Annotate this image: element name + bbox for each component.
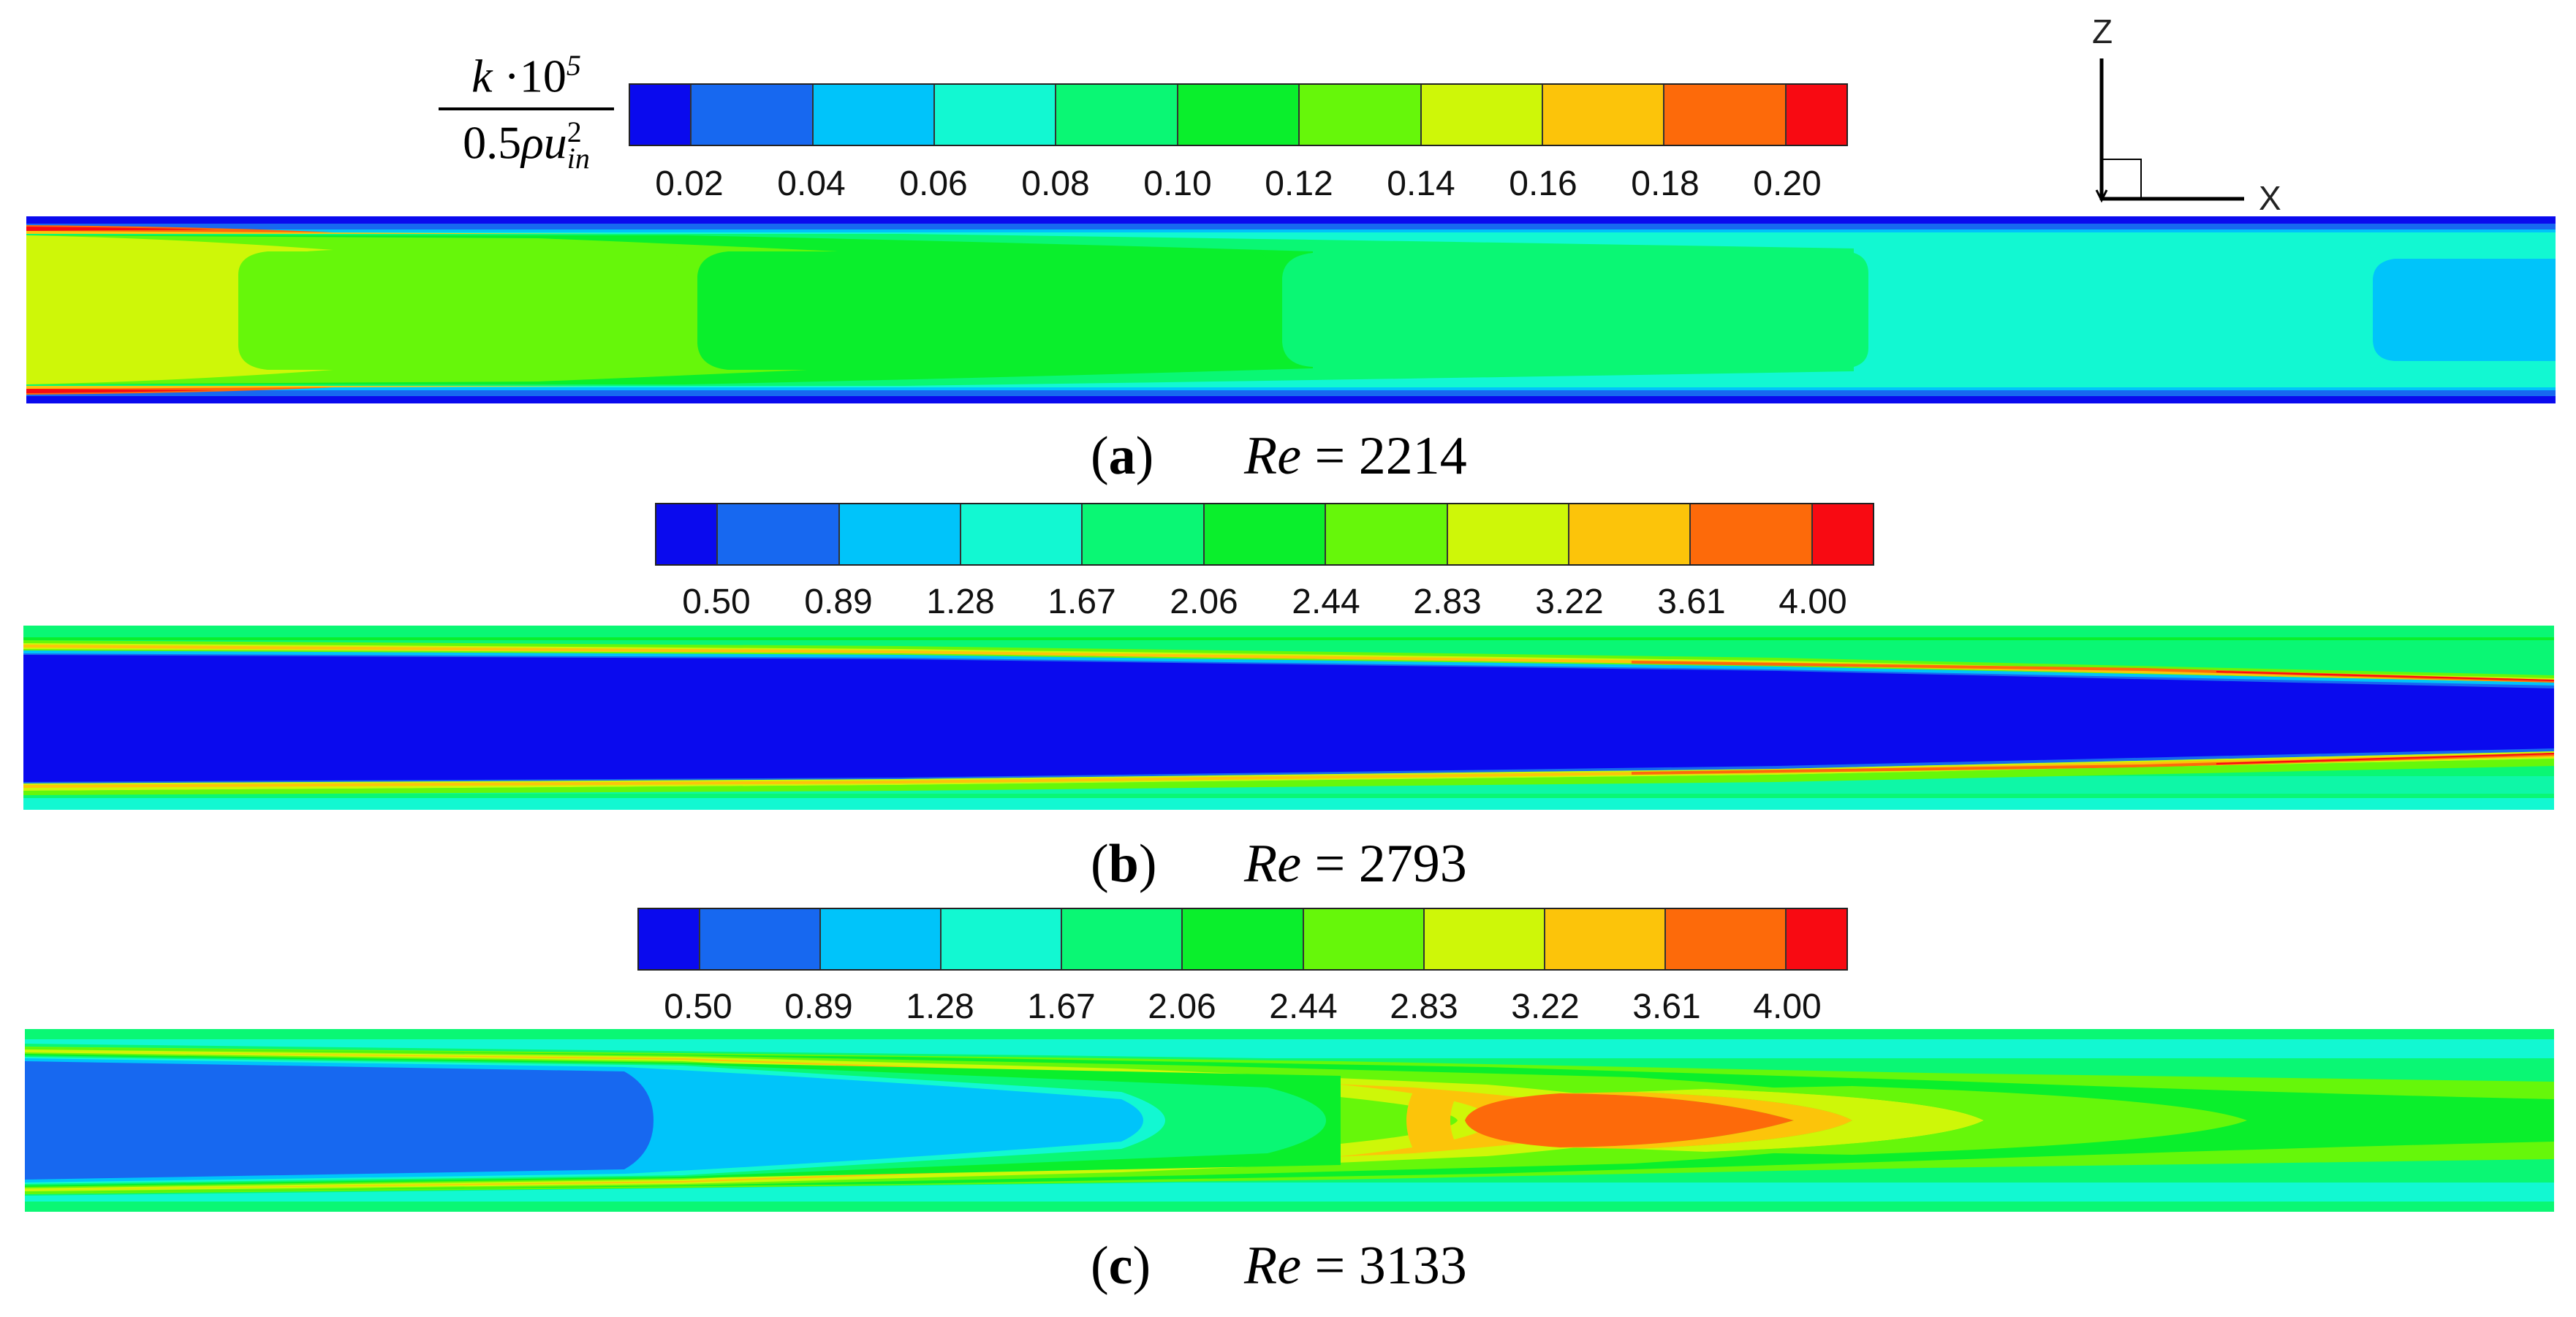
tick-label: 0.02 [655,164,724,203]
colorbar-swatch [1183,909,1304,969]
tick-label: 1.28 [906,987,974,1026]
colorbar-swatch [1062,909,1183,969]
caption-c: (c) Re = 3133 [1091,1236,1467,1296]
contour-plot-a [26,216,2556,403]
tick-label: 3.22 [1511,987,1580,1026]
colorbar-swatch [1812,504,1874,564]
axis-label-z: Z [2092,12,2113,50]
colorbar-swatch [692,85,814,145]
colorbar-a [629,83,1848,146]
tick-label: 0.10 [1143,164,1212,203]
axis-label-x: X [2259,179,2281,217]
tick-label: 2.83 [1390,987,1458,1026]
colorbar-swatch [1691,504,1813,564]
tick-label: 1.28 [926,582,995,621]
colorbar-swatch [1787,909,1847,969]
tick-label: 0.20 [1753,164,1822,203]
tick-label: 2.44 [1292,582,1360,621]
colorbar-swatch [1421,85,1544,145]
tick-label: 0.06 [899,164,968,203]
re-label: Re [1244,834,1302,894]
colorbar-swatch [718,504,840,564]
colorbar-swatch [942,909,1063,969]
tick-label: 0.50 [682,582,751,621]
colorbar-swatch [1326,504,1448,564]
colorbar-swatch [1545,909,1667,969]
colorbar-swatch [1204,504,1327,564]
colorbar-swatch [1664,85,1787,145]
tick-label: 3.61 [1657,582,1726,621]
colorbar-swatch [656,504,719,564]
label-denominator: 0.5ρu2in [463,115,590,175]
colorbar-swatch [839,504,962,564]
tick-label: 3.61 [1632,987,1701,1026]
colorbar-swatch [1786,85,1847,145]
re-value: = 2214 [1314,426,1467,486]
axes-triad-icon [2095,58,2244,203]
colorbar-swatch [1447,504,1570,564]
colorbar-swatch [1569,504,1692,564]
panel-letter: a [1108,426,1136,486]
re-label: Re [1244,1236,1302,1296]
colorbar-swatch [1666,909,1787,969]
tick-label: 0.89 [784,987,853,1026]
colorbar-swatch [1056,85,1178,145]
label-numerator: k ·105 [471,49,581,102]
tick-label: 0.18 [1631,164,1700,203]
tick-label: 4.00 [1778,582,1847,621]
fraction-bar [439,107,614,111]
caption-a: (a) Re = 2214 [1091,426,1467,486]
tick-label: 0.04 [777,164,846,203]
colorbar-swatch [1424,909,1546,969]
colorbar-c [637,908,1848,971]
caption-b: (b) Re = 2793 [1091,834,1467,894]
colorbar-swatch [1178,85,1300,145]
tick-label: 2.44 [1269,987,1338,1026]
tick-label: 2.06 [1148,987,1216,1026]
tick-label: 0.16 [1509,164,1577,203]
re-value: = 3133 [1314,1236,1467,1296]
contour-plot-c [25,1029,2554,1212]
tick-label: 2.06 [1170,582,1238,621]
colorbar-swatch [639,909,700,969]
colorbar-swatch [630,85,692,145]
colorbar-swatch [1543,85,1665,145]
colorbar-swatch [961,504,1083,564]
colorbar-swatch [935,85,1057,145]
colorbar-quantity-label: k ·105 0.5ρu2in [439,48,614,175]
panel-letter: b [1108,834,1139,894]
tick-label: 1.67 [1048,582,1116,621]
tick-label: 0.89 [804,582,873,621]
tick-label: 4.00 [1753,987,1822,1026]
colorbar-swatch [700,909,821,969]
panel-letter: c [1108,1236,1133,1296]
tick-label: 1.67 [1027,987,1096,1026]
colorbar-swatch [1303,909,1425,969]
contour-plot-b [23,626,2554,810]
colorbar-swatch [820,909,942,969]
tick-label: 0.14 [1387,164,1455,203]
colorbar-swatch [813,85,936,145]
colorbar-swatch [1083,504,1205,564]
re-label: Re [1244,426,1302,486]
tick-label: 0.08 [1021,164,1090,203]
tick-label: 0.12 [1265,164,1333,203]
colorbar-b [655,503,1874,566]
tick-label: 3.22 [1535,582,1604,621]
colorbar-swatch [1300,85,1422,145]
re-value: = 2793 [1314,834,1467,894]
tick-label: 0.50 [664,987,732,1026]
tick-label: 2.83 [1413,582,1482,621]
